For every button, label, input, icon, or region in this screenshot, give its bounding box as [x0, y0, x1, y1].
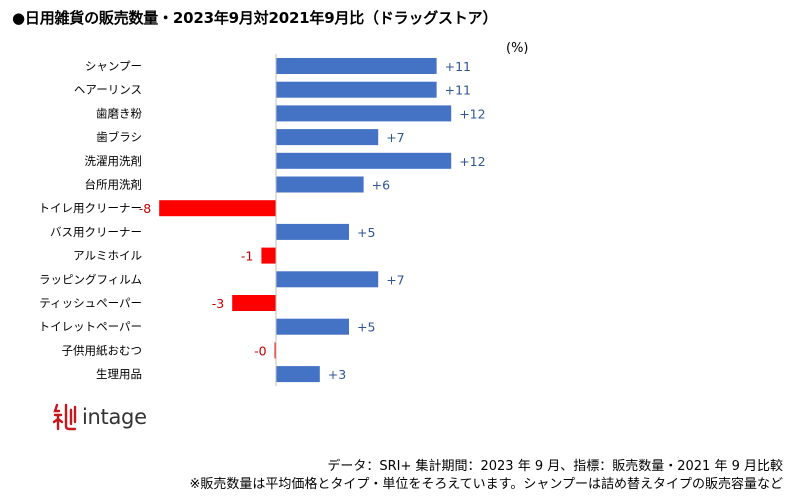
- value-labels: +11 +11 +12 +7 +12 +6 -8 +5 -1 +7 -3 +5 -0 +3: [139, 59, 486, 382]
- bar: [276, 152, 452, 169]
- value-label: -8: [139, 201, 152, 216]
- category-label: 歯ブラシ: [96, 130, 142, 144]
- value-label: +7: [386, 272, 404, 287]
- bar: [232, 295, 276, 311]
- bar: [276, 318, 349, 335]
- unit-label: (%): [506, 41, 529, 56]
- category-label: アルミホイル: [73, 249, 142, 263]
- category-label: トイレ用クリーナー: [39, 201, 143, 215]
- category-label: 台所用洗剤: [85, 178, 143, 192]
- value-label: +5: [357, 225, 375, 240]
- bar: [276, 81, 437, 98]
- bar: [159, 200, 276, 217]
- value-label: +3: [328, 367, 346, 382]
- footnote-note: ※販売数量は平均価格とタイプ・単位をそろえています。シャンプーは詰め替えタイプの…: [189, 477, 783, 492]
- value-label: +6: [372, 178, 390, 193]
- value-label: +11: [445, 59, 471, 74]
- bar: [276, 176, 364, 193]
- value-label: +7: [386, 130, 404, 145]
- category-label: 洗濯用洗剤: [85, 154, 143, 168]
- bar: [276, 129, 379, 146]
- value-label: -1: [241, 249, 253, 264]
- category-label: ラッピングフィルム: [39, 272, 142, 286]
- bar: [276, 58, 437, 74]
- value-label: +11: [445, 83, 471, 98]
- bar: [261, 247, 276, 264]
- value-label: -3: [212, 296, 224, 311]
- bar: [274, 342, 276, 359]
- bar: [276, 366, 320, 383]
- category-label: 生理用品: [96, 367, 142, 381]
- value-label: +12: [459, 154, 485, 169]
- category-label: バス用クリーナー: [50, 225, 142, 239]
- brand-name: intage: [82, 405, 147, 429]
- category-label: ヘアーリンス: [74, 83, 142, 97]
- chart-title: ●日用雑貨の販売数量・2023年9月対2021年9月比（ドラッグストア）: [12, 9, 498, 27]
- value-label: +5: [357, 320, 375, 335]
- value-label: +12: [459, 106, 485, 121]
- intage-logo-mark-icon: [52, 403, 77, 431]
- category-labels: シャンプーヘアーリンス歯磨き粉歯ブラシ洗濯用洗剤台所用洗剤トイレ用クリーナーバス…: [39, 59, 143, 381]
- bar: [276, 223, 349, 240]
- intage-logo: intage: [52, 402, 147, 432]
- value-label: -0: [254, 343, 267, 358]
- bar: [276, 105, 452, 122]
- category-label: シャンプー: [85, 59, 142, 73]
- bar: [276, 271, 379, 288]
- footnote-source: データ：SRI+ 集計期間：2023 年 9 月、指標：販売数量・2021 年 …: [327, 459, 783, 474]
- category-label: 子供用紙おむつ: [62, 343, 143, 357]
- bar-chart: シャンプーヘアーリンス歯磨き粉歯ブラシ洗濯用洗剤台所用洗剤トイレ用クリーナーバス…: [39, 41, 529, 386]
- category-label: トイレットペーパー: [39, 320, 142, 334]
- bars: [159, 58, 452, 383]
- category-label: 歯磨き粉: [96, 106, 142, 120]
- category-label: ティッシュペーパー: [39, 296, 142, 310]
